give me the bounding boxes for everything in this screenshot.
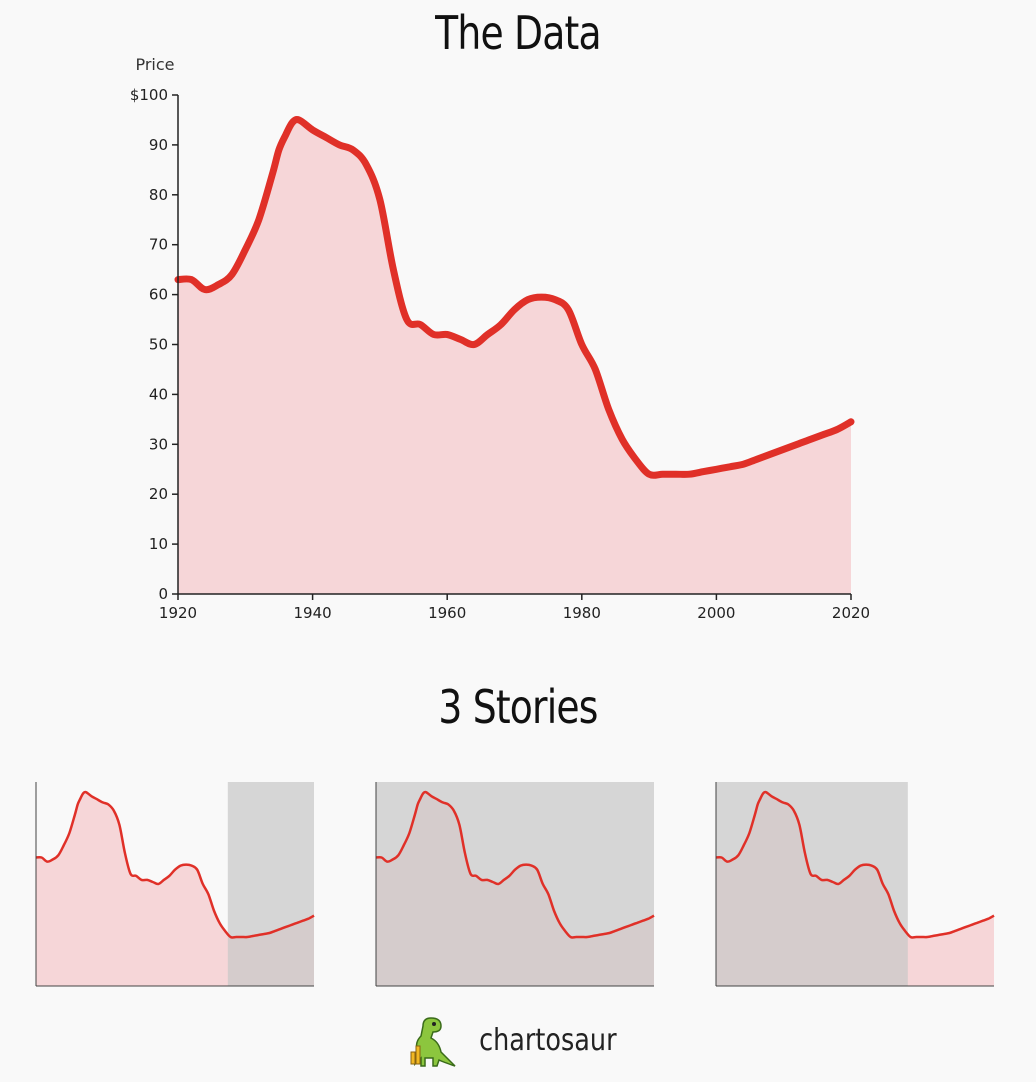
- story-chart-1: [35, 782, 315, 987]
- brand-name: chartosaur: [479, 1022, 617, 1058]
- x-tick-label: 2020: [832, 604, 870, 622]
- chart-title: The Data: [435, 6, 601, 60]
- y-tick-label: 80: [149, 186, 168, 204]
- x-tick-label: 1920: [159, 604, 197, 622]
- stories-title: 3 Stories: [438, 680, 598, 734]
- y-tick-label: 30: [149, 435, 168, 453]
- story-highlight-region: [227, 782, 314, 986]
- price-area-fill: [178, 119, 851, 594]
- story-series-line: [35, 790, 315, 939]
- x-tick-label: 1960: [428, 604, 466, 622]
- brand: chartosaur: [0, 1012, 1036, 1068]
- price-series-line: [174, 115, 855, 479]
- x-tick-label: 2000: [697, 604, 735, 622]
- dinosaur-icon: [410, 1017, 456, 1067]
- story-highlight-region: [716, 782, 908, 986]
- y-tick-label: 20: [149, 485, 168, 503]
- story-chart-2: [375, 782, 655, 987]
- y-tick-label: 0: [158, 585, 168, 603]
- story-series-line: [375, 790, 655, 939]
- y-tick-label: 50: [149, 336, 168, 354]
- y-tick-label: 70: [149, 236, 168, 254]
- story-series-line: [715, 790, 995, 939]
- y-tick-label: 10: [149, 535, 168, 553]
- y-axis-label: Price: [135, 55, 174, 74]
- story-highlight-region: [376, 782, 654, 986]
- y-tick-label: $100: [130, 86, 168, 104]
- story-chart-3: [715, 782, 995, 987]
- y-tick-label: 90: [149, 136, 168, 154]
- x-tick-label: 1980: [563, 604, 601, 622]
- x-tick-label: 1940: [294, 604, 332, 622]
- y-tick-label: 40: [149, 385, 168, 403]
- y-tick-label: 60: [149, 286, 168, 304]
